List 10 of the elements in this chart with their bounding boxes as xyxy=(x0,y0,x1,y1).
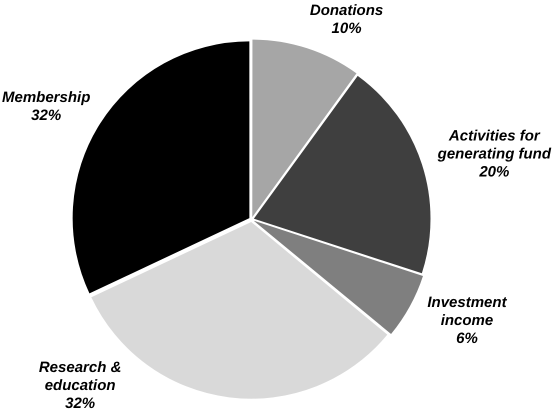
data-label: 32% xyxy=(65,395,96,412)
slice-label: Donations xyxy=(310,2,384,20)
data-label: 10% xyxy=(332,20,362,38)
slice-label: Membership xyxy=(2,88,90,106)
data-label: 6% xyxy=(456,330,478,348)
slice-label: Investment income xyxy=(427,294,508,330)
data-label: 20% xyxy=(478,164,510,181)
slice-label: Activities for generating fund xyxy=(436,128,552,163)
slice-label: Research & education xyxy=(38,359,122,394)
data-label: 32% xyxy=(31,106,62,124)
